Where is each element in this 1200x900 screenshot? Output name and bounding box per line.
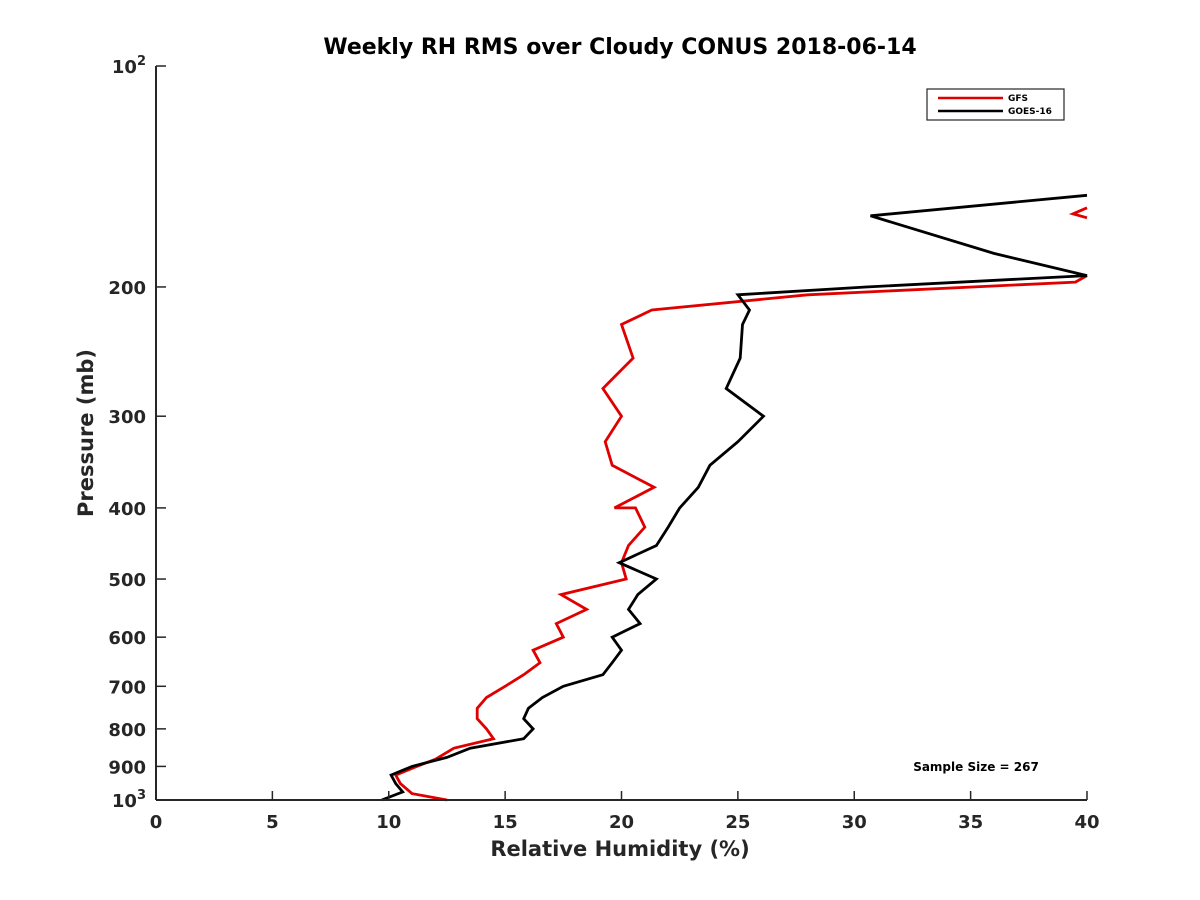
x-tick-label-20: 20 xyxy=(609,812,634,833)
y-axis-ticks: 102 200 300 400 500 600 700 800 900 103 xyxy=(108,54,166,812)
plot-lines xyxy=(381,193,1088,802)
chart-title: Weekly RH RMS over Cloudy CONUS 2018-06-… xyxy=(323,35,916,60)
series-line-goes16 xyxy=(381,193,1088,802)
y-tick-label-600: 600 xyxy=(108,628,146,649)
x-tick-label-30: 30 xyxy=(842,812,867,833)
sample-size-annotation: Sample Size = 267 xyxy=(913,760,1039,774)
y-tick-label-200: 200 xyxy=(108,278,146,299)
y-tick-label-900: 900 xyxy=(108,757,146,778)
series-line-gfs-fragment-0 xyxy=(1068,206,1088,220)
x-axis-ticks: 0 5 10 15 20 25 30 35 40 xyxy=(150,791,1100,833)
y-tick-label-500: 500 xyxy=(108,570,146,591)
legend-label-goes16: GOES-16 xyxy=(1008,107,1052,117)
x-tick-label-15: 15 xyxy=(493,812,518,833)
x-tick-label-5: 5 xyxy=(266,812,279,833)
x-axis-label: Relative Humidity (%) xyxy=(490,837,749,861)
legend-label-gfs: GFS xyxy=(1008,94,1028,104)
legend: GFS GOES-16 xyxy=(926,88,1065,121)
y-tick-label-100: 102 xyxy=(112,54,146,78)
y-tick-label-800: 800 xyxy=(108,720,146,741)
y-tick-label-700: 700 xyxy=(108,677,146,698)
legend-box xyxy=(926,88,1065,121)
y-tick-label-300: 300 xyxy=(108,407,146,428)
y-tick-label-400: 400 xyxy=(108,499,146,520)
x-tick-label-40: 40 xyxy=(1074,812,1099,833)
series-line-gfs xyxy=(393,274,1088,802)
x-tick-label-25: 25 xyxy=(725,812,750,833)
y-tick-label-1000: 103 xyxy=(112,788,146,812)
x-tick-label-0: 0 xyxy=(150,812,163,833)
x-tick-label-35: 35 xyxy=(958,812,983,833)
x-tick-label-10: 10 xyxy=(376,812,401,833)
y-axis-label: Pressure (mb) xyxy=(74,349,98,517)
